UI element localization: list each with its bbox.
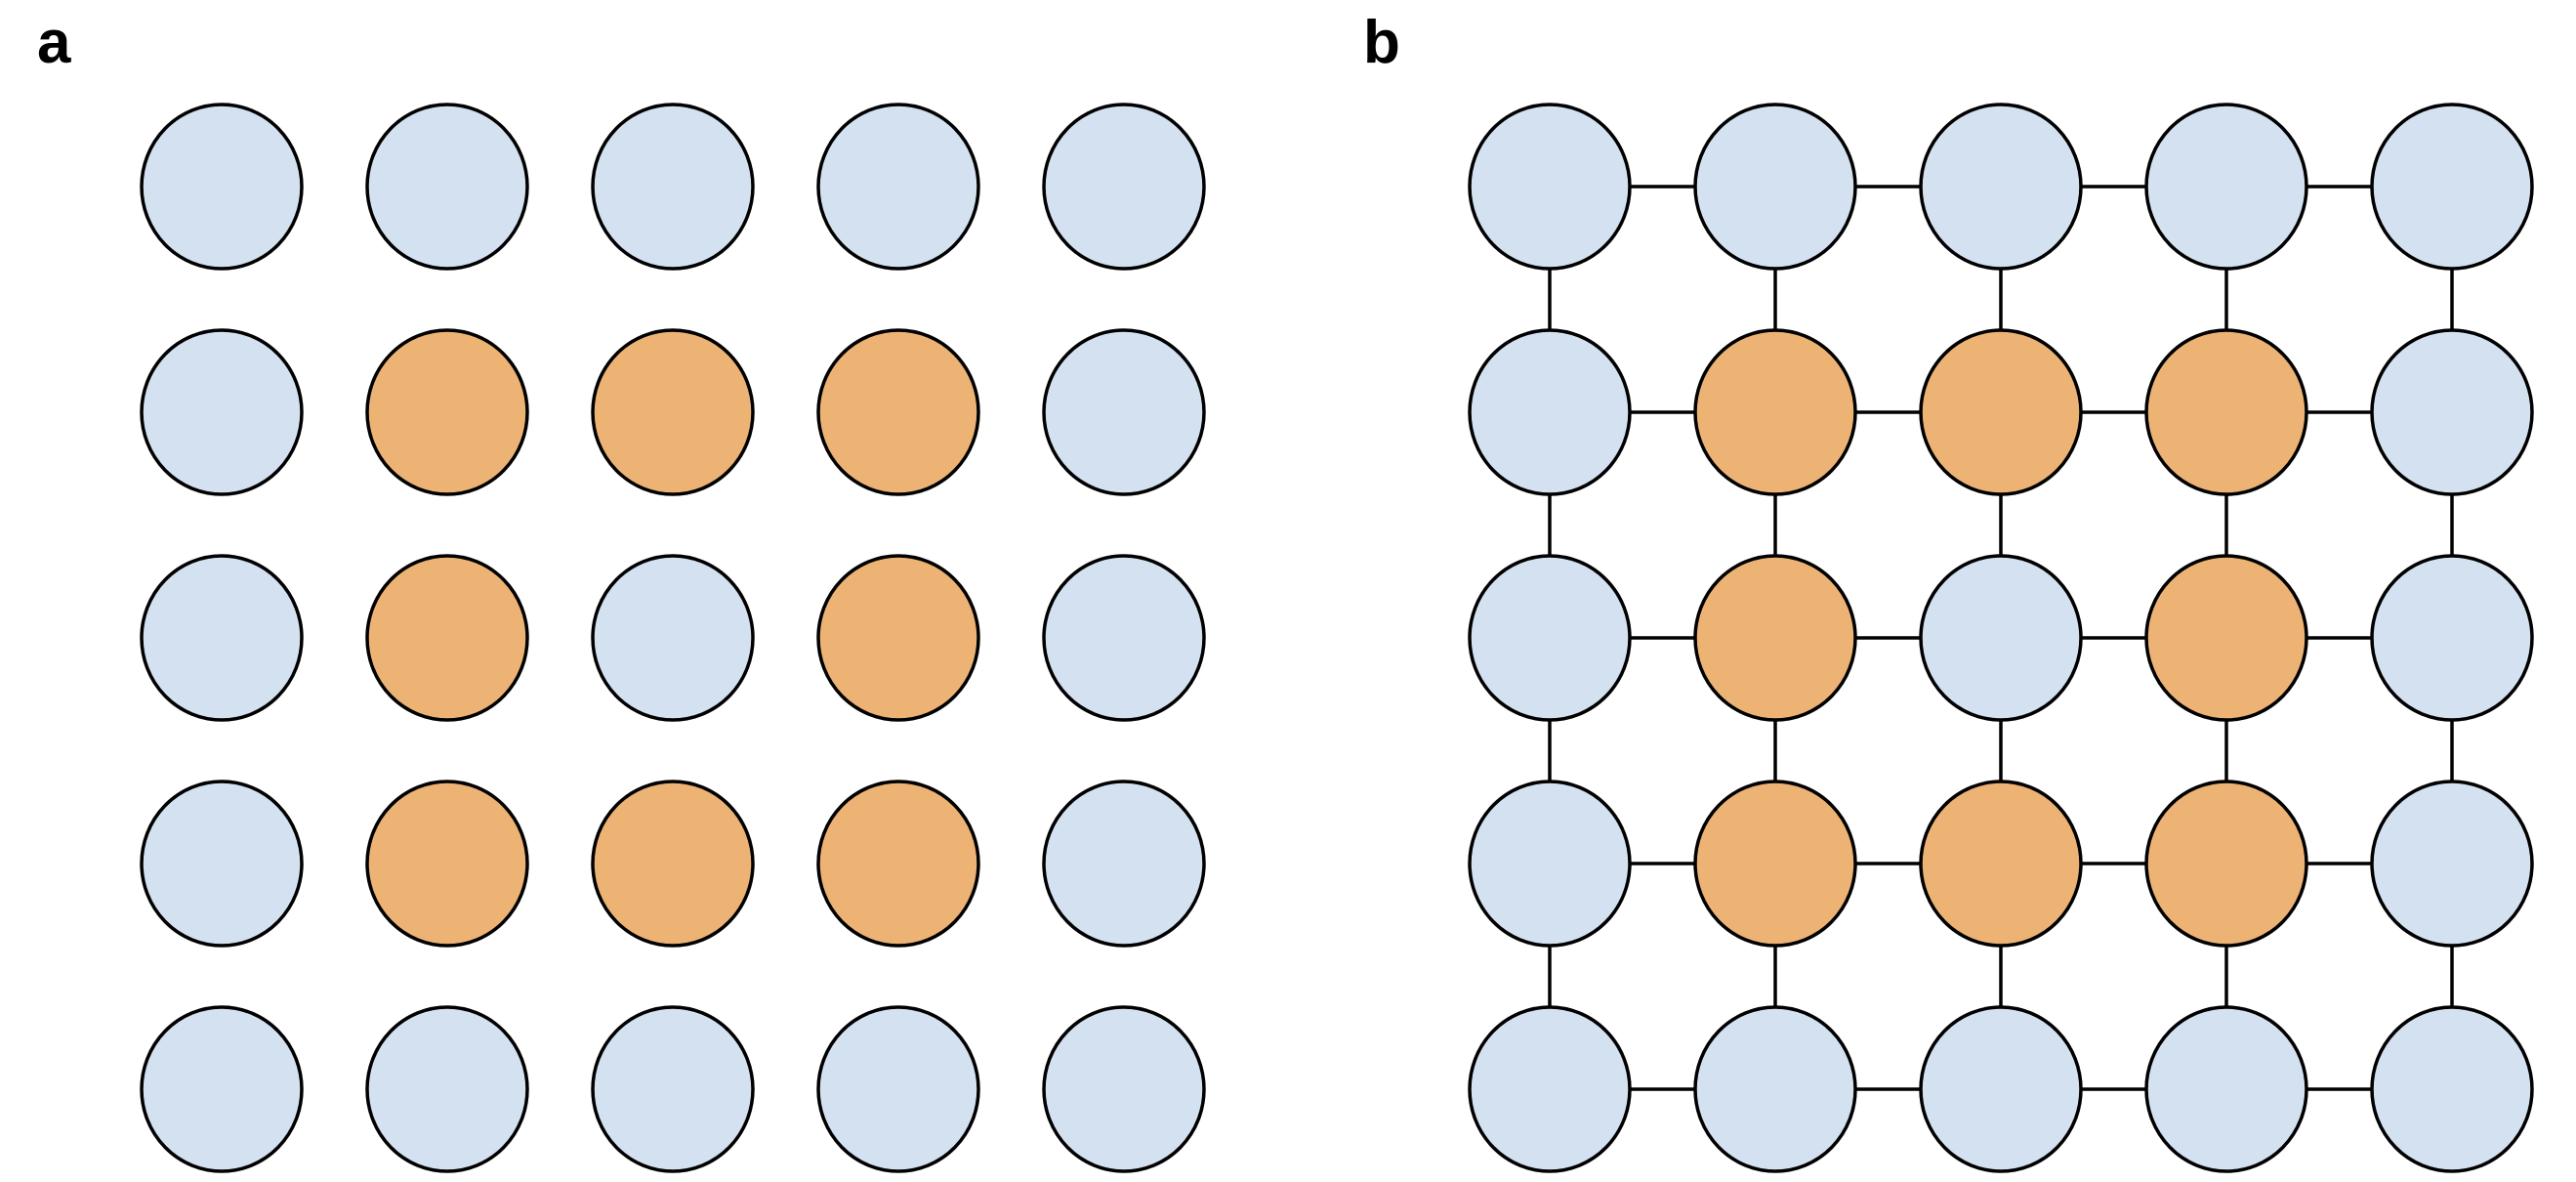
node-light: [816, 103, 980, 271]
node-orange: [2144, 780, 2308, 948]
node-light: [2370, 103, 2534, 271]
node-orange: [1919, 780, 2083, 948]
node-light: [2144, 1005, 2308, 1173]
node-light: [2370, 1005, 2534, 1173]
node-light: [1468, 328, 1632, 496]
node-orange: [365, 780, 529, 948]
node-orange: [591, 780, 755, 948]
node-orange: [1693, 328, 1857, 496]
node-light: [140, 328, 304, 496]
node-orange: [2144, 328, 2308, 496]
node-light: [1468, 1005, 1632, 1173]
node-orange: [816, 554, 980, 722]
node-light: [1919, 554, 2083, 722]
node-light: [2370, 554, 2534, 722]
node-orange: [816, 780, 980, 948]
node-orange: [2144, 554, 2308, 722]
node-light: [591, 103, 755, 271]
node-light: [140, 554, 304, 722]
node-light: [1468, 103, 1632, 271]
node-light: [591, 1005, 755, 1173]
node-light: [1042, 103, 1206, 271]
node-light: [140, 103, 304, 271]
panel-b-grid: [1468, 103, 2534, 1173]
node-orange: [1919, 328, 2083, 496]
node-light: [1042, 554, 1206, 722]
node-light: [1919, 1005, 2083, 1173]
node-orange: [365, 328, 529, 496]
node-orange: [816, 328, 980, 496]
node-light: [1042, 328, 1206, 496]
node-light: [1468, 554, 1632, 722]
node-light: [365, 1005, 529, 1173]
node-orange: [1693, 780, 1857, 948]
node-light: [2370, 780, 2534, 948]
panel-a-grid: [140, 103, 1206, 1173]
node-light: [1468, 780, 1632, 948]
node-orange: [365, 554, 529, 722]
node-orange: [1693, 554, 1857, 722]
node-light: [2370, 328, 2534, 496]
node-light: [1042, 780, 1206, 948]
node-light: [1693, 103, 1857, 271]
node-light: [1042, 1005, 1206, 1173]
node-light: [1919, 103, 2083, 271]
node-light: [591, 554, 755, 722]
node-light: [816, 1005, 980, 1173]
panel-b-label: b: [1363, 9, 1400, 76]
node-orange: [591, 328, 755, 496]
node-light: [140, 780, 304, 948]
node-light: [1693, 1005, 1857, 1173]
node-light: [365, 103, 529, 271]
node-light: [140, 1005, 304, 1173]
panel-a-label: a: [37, 9, 71, 76]
node-light: [2144, 103, 2308, 271]
